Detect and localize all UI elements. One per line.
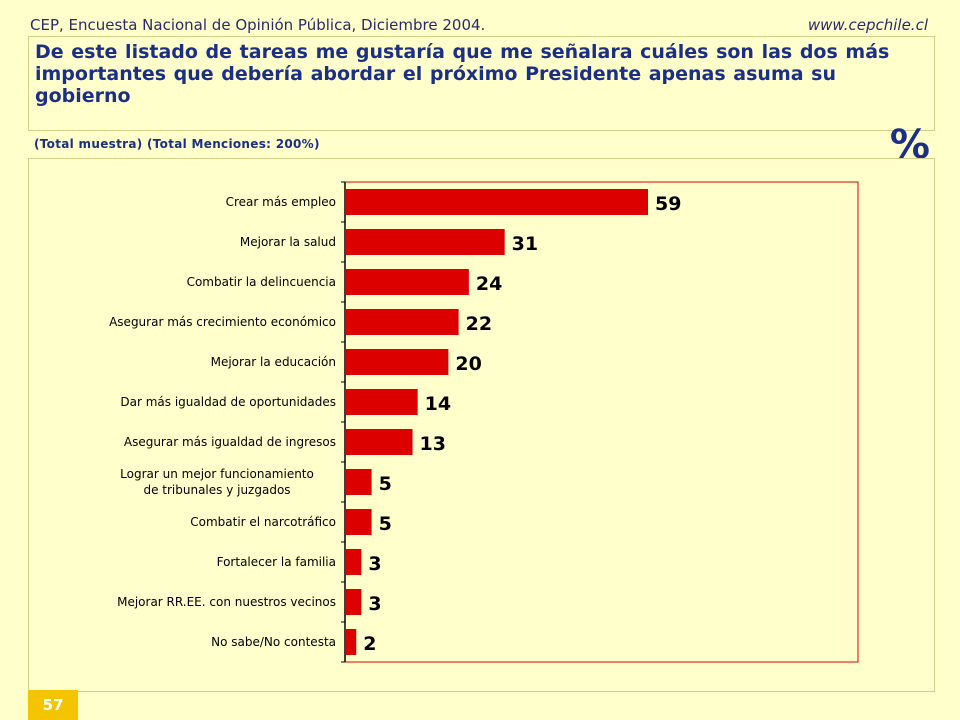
- bar: [346, 269, 469, 295]
- bar: [346, 589, 362, 615]
- category-label: Asegurar más crecimiento económico: [109, 315, 336, 329]
- bar-value-label: 14: [425, 393, 451, 415]
- title-box: De este listado de tareas me gustaría qu…: [28, 36, 935, 131]
- bar-value-label: 5: [379, 513, 392, 535]
- bar-value-label: 31: [512, 233, 538, 255]
- category-label: Fortalecer la familia: [217, 555, 336, 569]
- category-label: Mejorar la salud: [240, 235, 336, 249]
- bar: [346, 189, 648, 215]
- page-number: 57: [28, 690, 78, 720]
- category-label: Mejorar RR.EE. con nuestros vecinos: [117, 595, 336, 609]
- bar-value-label: 2: [363, 633, 376, 655]
- bar-value-label: 13: [420, 433, 446, 455]
- website-link[interactable]: www.cepchile.cl: [807, 16, 928, 34]
- category-label: Asegurar más igualdad de ingresos: [124, 435, 336, 449]
- category-label: Combatir el narcotráfico: [190, 515, 336, 529]
- bar-value-label: 22: [466, 313, 492, 335]
- bar: [346, 509, 372, 535]
- bar-value-label: 59: [655, 193, 681, 215]
- category-label: Lograr un mejor funcionamiento: [120, 467, 314, 481]
- bar-value-label: 3: [368, 593, 381, 615]
- bar: [346, 229, 505, 255]
- bar-value-label: 3: [368, 553, 381, 575]
- bar: [346, 549, 362, 575]
- bar: [346, 629, 357, 655]
- bar: [346, 349, 449, 375]
- bar-value-label: 20: [455, 353, 481, 375]
- source-header: CEP, Encuesta Nacional de Opinión Públic…: [30, 16, 486, 34]
- category-label: Mejorar la educación: [211, 355, 336, 369]
- chart-title: De este listado de tareas me gustaría qu…: [35, 41, 890, 107]
- chart-box: 59 Crear más empleo 31 Mejorar la salud 24 Co…: [28, 158, 935, 692]
- bar: [346, 429, 413, 455]
- bar-chart: 59 Crear más empleo 31 Mejorar la salud 24 Co…: [109, 181, 859, 663]
- bar: [346, 389, 418, 415]
- bar-value-label: 24: [476, 273, 502, 295]
- bar: [346, 469, 372, 495]
- category-label: de tribunales y juzgados: [143, 483, 290, 497]
- category-label: Crear más empleo: [226, 195, 336, 209]
- bar-value-label: 5: [379, 473, 392, 495]
- bar: [346, 309, 459, 335]
- chart-subtitle: (Total muestra) (Total Menciones: 200%): [34, 137, 320, 151]
- category-label: Dar más igualdad de oportunidades: [120, 395, 336, 409]
- category-label: Combatir la delincuencia: [187, 275, 336, 289]
- category-label: No sabe/No contesta: [211, 635, 336, 649]
